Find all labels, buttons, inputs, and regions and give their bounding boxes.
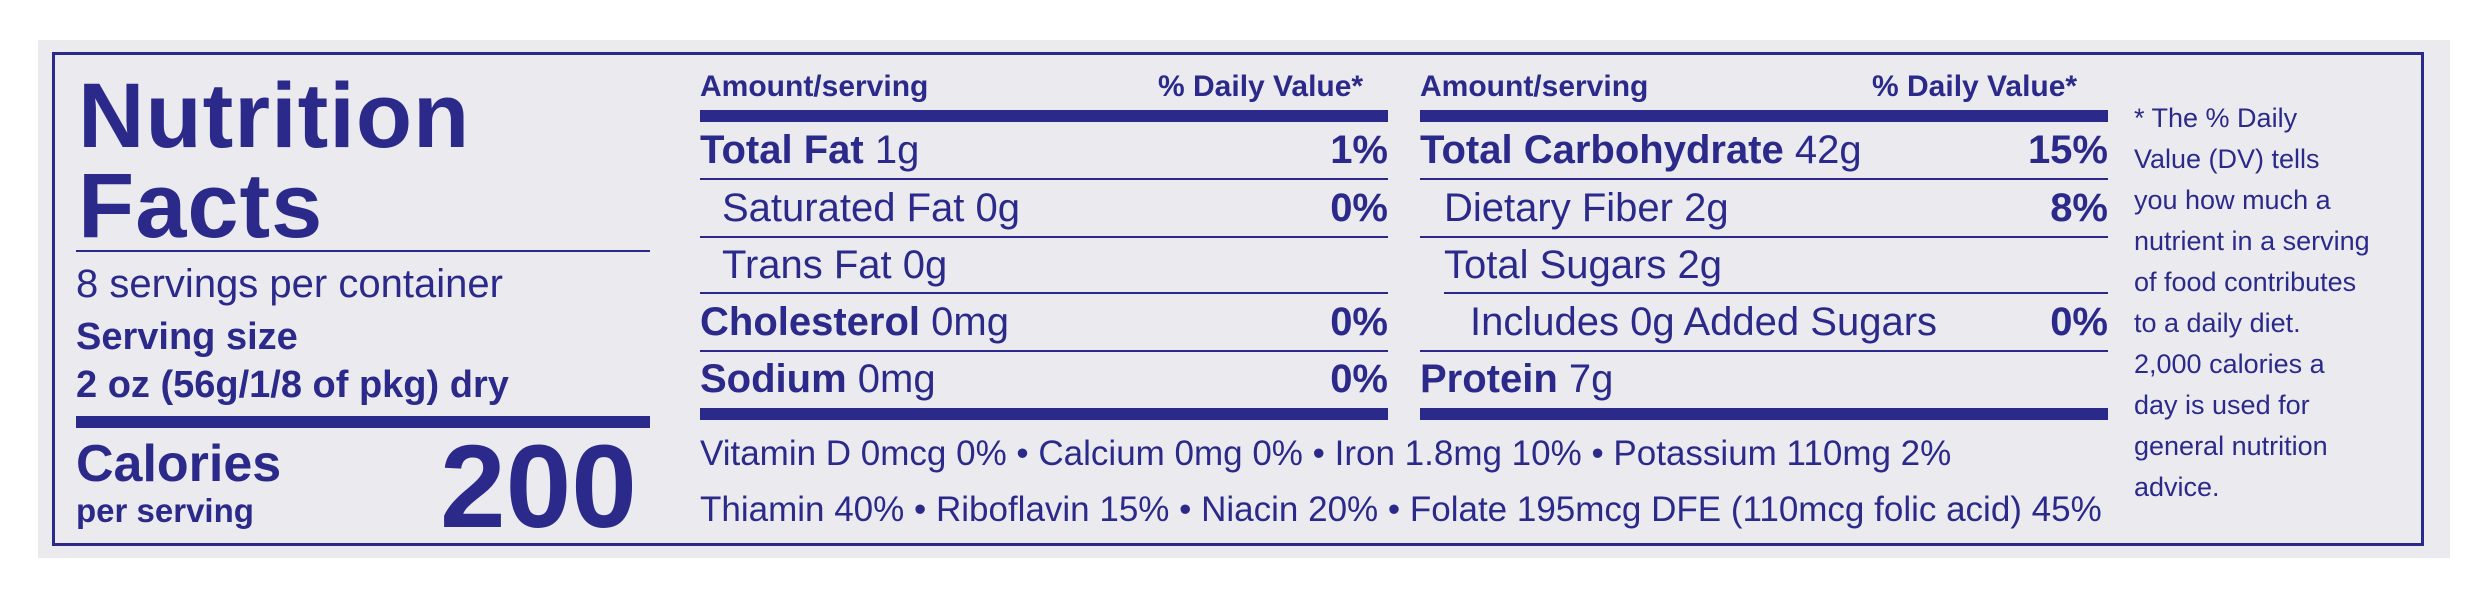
right-row-dietary-fiber-dv: 8% <box>2050 186 2108 230</box>
right-row-total-carbohydrate-dv: 15% <box>2027 128 2108 172</box>
left-row-total-fat: Total Fat 1g <box>700 128 920 172</box>
calories-label: Calories <box>76 435 282 493</box>
right-header-bar <box>1420 110 2108 122</box>
divider-thick <box>76 416 650 428</box>
left-header-dv: % Daily Value* <box>1158 70 1364 103</box>
right-row-divider <box>1420 178 2108 180</box>
daily-value-footnote: * The % Daily Value (DV) tells you how m… <box>2134 103 2370 502</box>
left-row-cholesterol-dv: 0% <box>1330 300 1388 344</box>
title-nutrition: Nutrition <box>78 65 471 167</box>
right-row-dietary-fiber: Dietary Fiber 2g <box>1444 186 1729 230</box>
calories-value: 200 <box>440 421 637 553</box>
divider-thin <box>76 250 650 252</box>
micronutrients-line-2: Thiamin 40% • Riboflavin 15% • Niacin 20… <box>700 490 2102 529</box>
left-row-total-fat-dv: 1% <box>1330 128 1388 172</box>
left-row-divider <box>700 236 1388 238</box>
left-row-sodium: Sodium 0mg <box>700 357 936 401</box>
left-bottom-bar <box>700 408 1388 420</box>
right-bottom-bar <box>1420 408 2108 420</box>
left-row-divider <box>700 178 1388 180</box>
right-row-total-sugars: Total Sugars 2g <box>1444 243 1722 287</box>
left-row-saturated-fat-dv: 0% <box>1330 186 1388 230</box>
label-frame <box>52 52 2424 546</box>
right-row-divider <box>1444 292 2108 294</box>
right-row-divider <box>1420 350 2108 352</box>
left-row-saturated-fat: Saturated Fat 0g <box>722 186 1020 230</box>
right-row-divider <box>1420 236 2108 238</box>
left-row-divider <box>700 350 1388 352</box>
right-row-total-carbohydrate: Total Carbohydrate 42g <box>1420 128 1862 172</box>
right-row-added-sugars: Includes 0g Added Sugars <box>1470 300 1938 344</box>
left-row-trans-fat: Trans Fat 0g <box>722 243 948 287</box>
left-row-cholesterol: Cholesterol 0mg <box>700 300 1009 344</box>
left-row-sodium-dv: 0% <box>1330 357 1388 401</box>
right-header-amount: Amount/serving <box>1420 70 1649 103</box>
serving-size-value: 2 oz (56g/1/8 of pkg) dry <box>76 364 509 406</box>
serving-size-label: Serving size <box>76 316 298 358</box>
micronutrients-line-1: Vitamin D 0mcg 0% • Calcium 0mg 0% • Iro… <box>700 434 1952 473</box>
right-row-protein: Protein 7g <box>1420 357 1614 401</box>
left-row-divider <box>700 292 1388 294</box>
left-header-bar <box>700 110 1388 122</box>
calories-sub-label: per serving <box>76 492 254 529</box>
servings-per-container: 8 servings per container <box>76 262 503 306</box>
title-facts: Facts <box>78 155 324 257</box>
label-background <box>38 40 2450 558</box>
right-row-added-sugars-dv: 0% <box>2050 300 2108 344</box>
left-header-amount: Amount/serving <box>700 70 929 103</box>
right-header-dv: % Daily Value* <box>1872 70 2078 103</box>
